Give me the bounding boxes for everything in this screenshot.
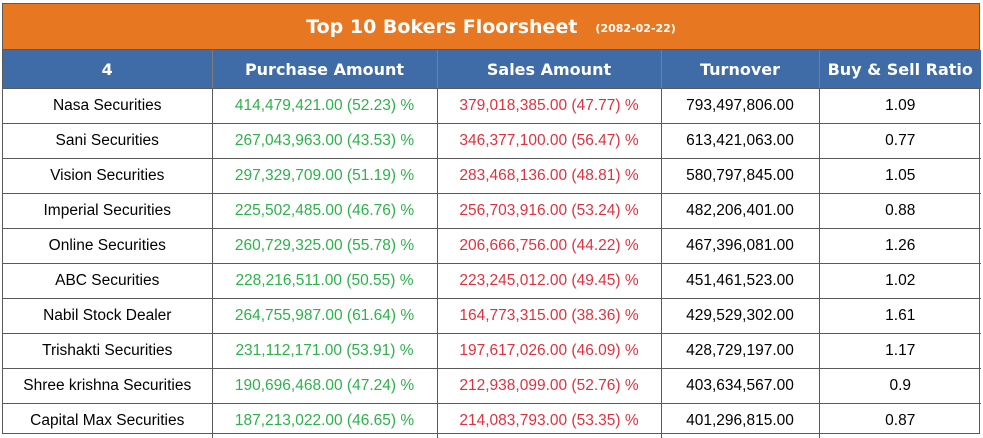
sheet-date: (2082-02-22) [595, 22, 675, 35]
floorsheet-table: Top 10 Bokers Floorsheet (2082-02-22) 4 … [2, 3, 980, 434]
sales-amount-cell: 223,245,012.00 (49.45) % [437, 264, 661, 299]
sheet-title: Top 10 Bokers Floorsheet [306, 16, 577, 38]
broker-name-cell: Nasa Securities [3, 89, 212, 124]
column-header-purchase: Purchase Amount [212, 50, 437, 89]
broker-name-cell: ABC Securities [3, 264, 212, 299]
sales-amount-cell: 283,468,136.00 (48.81) % [437, 159, 661, 194]
broker-name-cell: Shree krishna Securities [3, 369, 212, 404]
sales-amount-cell: 212,938,099.00 (52.76) % [437, 369, 661, 404]
sales-amount-cell: 256,703,916.00 (53.24) % [437, 194, 661, 229]
header-row: 4 Purchase Amount Sales Amount Turnover … [3, 50, 981, 89]
broker-name-cell: Capital Max Securities [3, 404, 212, 438]
purchase-amount-cell: 267,043,963.00 (43.53) % [212, 124, 437, 159]
title-bar: Top 10 Bokers Floorsheet (2082-02-22) [3, 4, 979, 50]
purchase-amount-cell: 228,216,511.00 (50.55) % [212, 264, 437, 299]
purchase-amount-cell: 225,502,485.00 (46.76) % [212, 194, 437, 229]
buy-sell-ratio-cell: 1.02 [819, 264, 981, 299]
buy-sell-ratio-cell: 1.05 [819, 159, 981, 194]
sales-amount-cell: 164,773,315.00 (38.36) % [437, 299, 661, 334]
purchase-amount-cell: 190,696,468.00 (47.24) % [212, 369, 437, 404]
buy-sell-ratio-cell: 0.87 [819, 404, 981, 438]
broker-name-cell: Online Securities [3, 229, 212, 264]
buy-sell-ratio-cell: 1.61 [819, 299, 981, 334]
buy-sell-ratio-cell: 1.17 [819, 334, 981, 369]
purchase-amount-cell: 297,329,709.00 (51.19) % [212, 159, 437, 194]
sales-amount-cell: 214,083,793.00 (53.35) % [437, 404, 661, 438]
broker-name-cell: Sani Securities [3, 124, 212, 159]
purchase-amount-cell: 260,729,325.00 (55.78) % [212, 229, 437, 264]
sales-amount-cell: 379,018,385.00 (47.77) % [437, 89, 661, 124]
broker-name-cell: Nabil Stock Dealer [3, 299, 212, 334]
turnover-cell: 401,296,815.00 [661, 404, 819, 438]
column-header-turnover: Turnover [661, 50, 819, 89]
broker-name-cell: Vision Securities [3, 159, 212, 194]
turnover-cell: 429,529,302.00 [661, 299, 819, 334]
buy-sell-ratio-cell: 0.9 [819, 369, 981, 404]
turnover-cell: 482,206,401.00 [661, 194, 819, 229]
sales-amount-cell: 346,377,100.00 (56.47) % [437, 124, 661, 159]
purchase-amount-cell: 414,479,421.00 (52.23) % [212, 89, 437, 124]
turnover-cell: 580,797,845.00 [661, 159, 819, 194]
turnover-cell: 451,461,523.00 [661, 264, 819, 299]
broker-name-cell: Imperial Securities [3, 194, 212, 229]
purchase-amount-cell: 187,213,022.00 (46.65) % [212, 404, 437, 438]
column-header-rank: 4 [3, 50, 212, 89]
turnover-cell: 793,497,806.00 [661, 89, 819, 124]
buy-sell-ratio-cell: 0.77 [819, 124, 981, 159]
broker-name-cell: Trishakti Securities [3, 334, 212, 369]
turnover-cell: 403,634,567.00 [661, 369, 819, 404]
broker-table: 4 Purchase Amount Sales Amount Turnover … [3, 50, 981, 438]
sales-amount-cell: 197,617,026.00 (46.09) % [437, 334, 661, 369]
purchase-amount-cell: 231,112,171.00 (53.91) % [212, 334, 437, 369]
buy-sell-ratio-cell: 1.09 [819, 89, 981, 124]
turnover-cell: 613,421,063.00 [661, 124, 819, 159]
turnover-cell: 467,396,081.00 [661, 229, 819, 264]
turnover-cell: 428,729,197.00 [661, 334, 819, 369]
purchase-amount-cell: 264,755,987.00 (61.64) % [212, 299, 437, 334]
sales-amount-cell: 206,666,756.00 (44.22) % [437, 229, 661, 264]
buy-sell-ratio-cell: 0.88 [819, 194, 981, 229]
column-header-sales: Sales Amount [437, 50, 661, 89]
buy-sell-ratio-cell: 1.26 [819, 229, 981, 264]
column-header-ratio: Buy & Sell Ratio [819, 50, 981, 89]
